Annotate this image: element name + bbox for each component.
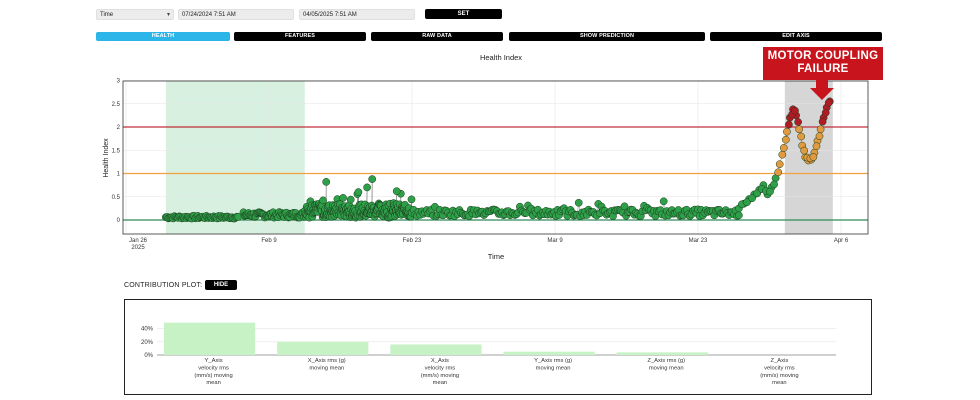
data-point: [322, 178, 331, 186]
contribution-category-label: moving mean: [649, 365, 684, 371]
contribution-category-label: moving mean: [309, 365, 344, 371]
y-tick-label: 0.5: [112, 195, 121, 201]
contribution-category-label: X_Axis rms (g): [308, 358, 346, 364]
y-tick-label: 3: [117, 79, 121, 85]
tab-features[interactable]: FEATURES: [234, 32, 366, 41]
plot-border: [122, 80, 869, 235]
data-point: [363, 183, 371, 192]
training-period-band: [165, 81, 305, 234]
data-point: [659, 197, 668, 206]
y-tick-label: 2.5: [112, 102, 121, 108]
set-button[interactable]: SET: [425, 9, 502, 19]
contrib-y-tick: 0%: [144, 353, 153, 359]
data-point: [797, 132, 806, 141]
contribution-bar: [390, 344, 482, 355]
y-axis-label: Health Index: [103, 138, 110, 178]
hide-button[interactable]: HIDE: [205, 280, 237, 290]
contribution-bar: [277, 341, 369, 355]
data-point: [821, 108, 830, 117]
data-point: [785, 120, 793, 129]
data-point: [354, 188, 363, 196]
contribution-category-label: X_Axis: [431, 358, 449, 364]
x-tick-sublabel: 2025: [131, 245, 145, 251]
contribution-category-label: Y_Axis rms (g): [534, 358, 572, 364]
data-point: [346, 195, 355, 204]
data-point: [574, 198, 583, 207]
contribution-category-label: (mm/s) moving: [760, 373, 798, 379]
failure-annotation: MOTOR COUPLING FAILURE: [763, 47, 883, 80]
data-point: [824, 98, 833, 107]
data-point: [791, 106, 799, 115]
x-tick-label: Mar 9: [547, 238, 563, 244]
contribution-category-label: (mm/s) moving: [194, 373, 232, 379]
contribution-plot-frame: [124, 299, 872, 395]
contribution-category-label: mean: [206, 380, 221, 386]
contribution-category-label: mean: [433, 380, 448, 386]
end-date-input[interactable]: 04/05/2025 7:51 AM: [299, 9, 415, 20]
contribution-category-label: (mm/s) moving: [421, 373, 459, 379]
x-tick-label: Feb 23: [403, 238, 422, 244]
x-tick-label: Mar 23: [689, 238, 708, 244]
data-point: [392, 187, 401, 196]
contribution-category-label: mean: [772, 380, 787, 386]
tab-health[interactable]: HEALTH: [96, 32, 230, 41]
data-point: [800, 146, 809, 155]
data-point: [778, 150, 787, 159]
contribution-category-label: Y_Axis: [205, 358, 223, 364]
tab-raw-data[interactable]: RAW DATA: [371, 32, 503, 41]
contribution-category-label: Z_Axis rms (g): [647, 358, 685, 364]
data-point: [774, 168, 783, 177]
data-point: [620, 202, 629, 211]
contribution-category-label: velocity rms: [425, 365, 456, 371]
data-point: [783, 127, 791, 136]
data-point: [809, 153, 818, 161]
x-axis-label: Time: [488, 252, 504, 261]
y-tick-label: 0: [117, 218, 121, 224]
data-point: [815, 132, 824, 141]
field-select-value: Time: [100, 12, 114, 18]
data-point: [794, 118, 802, 126]
data-point: [407, 195, 416, 204]
contribution-category-label: velocity rms: [198, 365, 229, 371]
data-point: [775, 160, 784, 169]
y-tick-label: 2: [117, 125, 121, 131]
contribution-plot-label: CONTRIBUTION PLOT:: [124, 282, 203, 289]
chevron-down-icon: ▾: [166, 12, 170, 18]
tab-edit-axis[interactable]: EDIT AXIS: [710, 32, 882, 41]
data-point: [753, 189, 762, 198]
data-point: [781, 135, 790, 144]
y-tick-label: 1.5: [112, 148, 121, 154]
contrib-y-tick: 20%: [141, 340, 154, 346]
chart-title: Health Index: [480, 53, 522, 62]
x-tick-label: Feb 9: [261, 238, 277, 244]
data-point: [748, 194, 756, 203]
field-select[interactable]: Time ▾: [96, 9, 174, 20]
data-point: [368, 175, 377, 183]
data-point: [319, 196, 327, 205]
contribution-bar: [503, 351, 595, 355]
data-point: [818, 117, 827, 126]
contrib-y-tick: 40%: [141, 327, 154, 333]
contribution-bar: [616, 352, 708, 355]
contribution-bar: [164, 322, 256, 355]
tab-show-prediction[interactable]: SHOW PREDICTION: [509, 32, 705, 41]
start-date-input[interactable]: 07/24/2024 7:51 AM: [178, 9, 294, 20]
failure-arrow: [810, 78, 834, 100]
data-point: [743, 198, 751, 207]
y-tick-label: 1: [117, 172, 121, 178]
contribution-category-label: Z_Axis: [771, 358, 789, 364]
data-point: [812, 142, 821, 151]
x-tick-label: Apr 6: [834, 238, 849, 244]
contribution-category-label: velocity rms: [764, 365, 795, 371]
data-point: [766, 187, 774, 196]
data-point: [339, 194, 347, 202]
data-point: [770, 180, 778, 189]
x-tick-label: Jan 26: [129, 238, 148, 244]
contribution-category-label: moving mean: [536, 365, 571, 371]
